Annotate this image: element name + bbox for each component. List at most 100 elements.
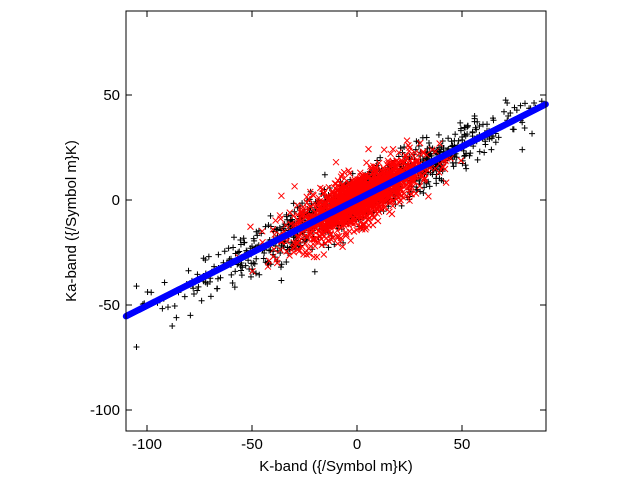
y-tick-label: 0 (112, 192, 120, 209)
scatter-point-black (481, 149, 488, 156)
scatter-point-black (264, 260, 271, 267)
scatter-point-black (440, 178, 447, 185)
scatter-point-black (521, 125, 528, 132)
scatter-point-black (445, 135, 452, 142)
scatter-point-red (320, 190, 328, 197)
scatter-point-red (379, 198, 386, 205)
scatter-point-black (471, 115, 478, 122)
scatter-point-black (464, 124, 471, 131)
scatter-point-red (325, 184, 333, 191)
scatter-point-black (420, 189, 427, 196)
scatter-point-red (359, 183, 367, 191)
scatter-point-black (284, 216, 291, 223)
scatter-point-red (337, 193, 344, 200)
scatter-point-red (457, 157, 465, 164)
scatter-point-red (337, 173, 345, 181)
scatter-point-red (264, 263, 272, 270)
scatter-point-black (462, 162, 469, 169)
scatter-point-red (363, 201, 371, 209)
scatter-point-black (457, 127, 464, 134)
scatter-point-black (450, 163, 457, 170)
scatter-point-black (504, 99, 511, 106)
scatter-point-black (462, 132, 469, 139)
scatter-point-red (321, 239, 329, 247)
scatter-point-red (277, 215, 284, 223)
axis-ticks: -100 -50 0 50 -100 -50 0 50 (90, 11, 546, 453)
scatter-point-red (347, 237, 355, 244)
scatter-point-red (299, 206, 307, 214)
scatter-point-black (428, 152, 435, 159)
scatter-point-black (238, 272, 245, 279)
scatter-point-red (340, 183, 348, 191)
scatter-point-red (302, 249, 309, 256)
scatter-point-red (420, 177, 427, 184)
scatter-point-red (394, 188, 402, 196)
scatter-point-red (320, 251, 328, 258)
scatter-point-red (408, 154, 416, 162)
scatter-point-red (293, 201, 301, 209)
scatter-point-red (379, 200, 387, 208)
scatter-point-red (303, 199, 311, 206)
scatter-point-black (256, 271, 263, 278)
scatter-point-red (249, 267, 256, 275)
scatter-point-red (372, 201, 380, 209)
scatter-point-red (393, 195, 400, 203)
scatter-point-red (277, 246, 284, 254)
scatter-point-red (365, 145, 372, 153)
scatter-point-red (388, 159, 396, 167)
scatter-point-red (403, 184, 411, 192)
scatter-point-red (349, 177, 356, 184)
scatter-point-red (270, 245, 278, 253)
scatter-point-red (308, 226, 316, 234)
scatter-point-black (194, 271, 201, 278)
scatter-point-red (357, 179, 364, 187)
scatter-point-red (295, 248, 303, 255)
scatter-point-black (426, 183, 433, 190)
scatter-point-black (262, 223, 269, 230)
x-tick-label: 50 (454, 436, 471, 453)
scatter-point-black (187, 312, 194, 319)
scatter-point-red (386, 208, 393, 216)
scatter-point-red (403, 192, 411, 200)
scatter-point-red (340, 221, 347, 228)
scatter-point-red (358, 221, 366, 229)
scatter-point-black (195, 283, 202, 290)
scatter-point-black (169, 323, 176, 329)
scatter-point-black (267, 223, 274, 230)
scatter-point-black (519, 119, 526, 126)
scatter-point-black (283, 258, 290, 265)
scatter-point-black (416, 177, 423, 184)
scatter-point-red (330, 199, 338, 206)
scatter-point-black (236, 248, 243, 255)
scatter-point-black (349, 170, 356, 177)
scatter-point-black (133, 283, 140, 290)
scatter-point-red (308, 236, 316, 243)
scatter-point-black (161, 279, 168, 286)
scatter-point-black (194, 287, 201, 294)
scatter-point-black (311, 268, 318, 275)
scatter-point-black (198, 297, 205, 304)
scatter-point-black (492, 139, 499, 146)
scatter-point-black (254, 232, 261, 239)
scatter-point-black (340, 239, 347, 246)
scatter-point-black (285, 221, 292, 228)
scatter-point-red (386, 172, 394, 179)
scatter-point-red (387, 150, 394, 158)
scatter-point-red (393, 157, 400, 165)
scatter-point-black (247, 273, 254, 280)
y-axis-label: Ka-band ({/Symbol m}K) (63, 140, 80, 302)
scatter-point-black (190, 290, 197, 297)
scatter-point-black (144, 288, 151, 295)
scatter-point-black (325, 244, 332, 251)
scatter-point-black (253, 228, 260, 235)
scatter-point-black (488, 146, 495, 153)
scatter-point-red (337, 234, 345, 242)
scatter-point-black (513, 107, 520, 114)
scatter-point-red (416, 139, 424, 147)
scatter-point-black (421, 184, 428, 191)
scatter-point-red (333, 233, 341, 240)
scatter-point-red (428, 146, 436, 154)
scatter-point-red (387, 198, 395, 206)
scatter-point-red (273, 256, 281, 263)
scatter-point-red (286, 252, 293, 259)
